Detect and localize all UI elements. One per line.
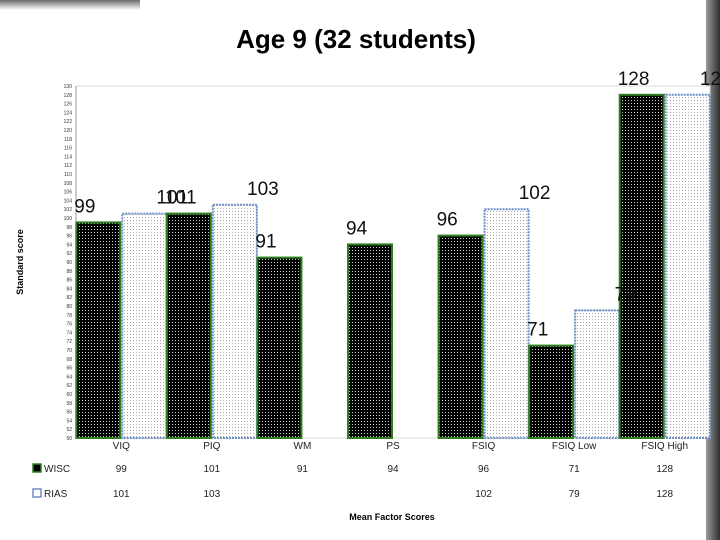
table-cell: 94	[387, 464, 399, 475]
y-tick-label: 52	[66, 427, 72, 433]
y-tick-label: 80	[66, 304, 72, 310]
table-cell: 103	[204, 489, 221, 500]
rias-legend-label: RIAS	[44, 489, 68, 500]
y-tick-label: 60	[66, 392, 72, 398]
table-cell: 71	[569, 464, 581, 475]
rias-value-label: 101	[156, 188, 188, 209]
y-tick-label: 64	[66, 374, 72, 380]
top-edge-shadow	[0, 0, 140, 10]
y-tick-label: 86	[66, 278, 72, 284]
y-axis-ticks: 50 52 54 56 58 60 62 64 66 68 70 72 74 76 78 80 82 84 86 88…	[64, 84, 73, 442]
y-tick-label: 94	[66, 242, 72, 248]
table-cell: 99	[116, 464, 128, 475]
table-cell: 128	[656, 489, 673, 500]
chart-title: Age 9 (32 students)	[236, 24, 476, 54]
rias-bar	[121, 212, 168, 439]
rias-value-label: 79	[615, 284, 636, 305]
y-tick-label: 96	[66, 234, 72, 240]
rias-bar	[664, 93, 711, 440]
category-label: WM	[294, 441, 312, 452]
rias-bar	[574, 309, 621, 439]
wisc-bar	[528, 344, 575, 440]
category-label: FSIQ	[472, 441, 496, 452]
y-tick-label: 62	[66, 383, 72, 389]
y-tick-label: 114	[64, 154, 72, 160]
y-tick-label: 110	[64, 172, 72, 178]
rias-value-label: 103	[247, 179, 279, 200]
x-axis-title: Mean Factor Scores	[349, 512, 435, 522]
y-tick-label: 56	[66, 410, 72, 416]
y-tick-label: 92	[66, 251, 72, 257]
y-tick-label: 130	[64, 84, 73, 90]
table-cell: 79	[569, 489, 581, 500]
y-tick-label: 100	[64, 216, 73, 222]
y-tick-label: 122	[64, 119, 73, 125]
y-tick-label: 120	[64, 128, 73, 134]
table-cell: 101	[204, 464, 221, 475]
table-cell: 101	[113, 489, 130, 500]
rias-value-label: 128	[700, 69, 720, 90]
y-tick-label: 68	[66, 357, 72, 363]
y-tick-label: 108	[64, 181, 73, 187]
data-table: WISC 99 101 91 94 96 71 128 RIAS 101 103 102 79 128	[32, 463, 673, 500]
table-cell: 91	[297, 464, 309, 475]
y-tick-label: 126	[64, 102, 73, 108]
wisc-value-label: 96	[437, 210, 458, 231]
bars-group	[75, 93, 711, 440]
y-tick-label: 118	[64, 137, 72, 143]
wisc-bar	[347, 243, 393, 439]
y-tick-label: 58	[66, 401, 72, 407]
wisc-value-label: 101	[165, 188, 197, 209]
y-tick-label: 112	[64, 163, 72, 169]
y-tick-label: 78	[66, 313, 72, 319]
wisc-bar	[256, 256, 303, 439]
table-cell: 102	[475, 489, 492, 500]
y-tick-label: 50	[66, 436, 72, 442]
rias-legend-key	[32, 488, 42, 498]
y-tick-label: 102	[64, 207, 73, 213]
y-tick-label: 124	[64, 110, 73, 116]
table-cell: 96	[478, 464, 490, 475]
wisc-value-label: 99	[74, 196, 95, 217]
y-tick-label: 98	[66, 225, 72, 231]
category-label: VIQ	[113, 441, 130, 452]
wisc-value-label: 94	[346, 218, 368, 239]
wisc-bar	[75, 221, 122, 439]
rias-value-label: 102	[519, 183, 551, 204]
y-axis-title: Standard score	[15, 229, 25, 295]
wisc-bar	[437, 234, 484, 439]
wisc-bar	[618, 93, 665, 440]
wisc-legend-label: WISC	[44, 464, 70, 475]
wisc-value-label: 71	[527, 320, 548, 341]
y-tick-label: 76	[66, 322, 72, 328]
y-tick-label: 88	[66, 269, 72, 275]
rias-bar	[483, 208, 530, 439]
y-tick-label: 82	[66, 295, 72, 301]
category-label: PIQ	[203, 441, 220, 452]
y-tick-label: 84	[66, 286, 72, 292]
wisc-value-label: 128	[618, 69, 650, 90]
y-tick-label: 116	[64, 146, 72, 152]
y-tick-label: 54	[66, 418, 72, 424]
wisc-legend-key	[32, 463, 42, 473]
wisc-bar	[165, 212, 212, 439]
y-tick-label: 72	[66, 339, 72, 345]
y-tick-label: 104	[64, 198, 73, 204]
y-tick-label: 74	[66, 330, 72, 336]
y-tick-label: 128	[64, 93, 73, 99]
y-tick-label: 70	[66, 348, 72, 354]
y-tick-label: 90	[66, 260, 72, 266]
table-cell: 128	[656, 464, 673, 475]
y-tick-label: 106	[64, 190, 73, 196]
rias-bar	[211, 203, 258, 439]
category-label: PS	[386, 441, 400, 452]
category-labels-group: VIQ PIQ WM PS FSIQ FSIQ Low FSIQ High	[113, 441, 688, 452]
wisc-value-label: 91	[255, 232, 276, 253]
y-tick-label: 66	[66, 366, 72, 372]
category-label: FSIQ Low	[552, 441, 597, 452]
category-label: FSIQ High	[641, 441, 688, 452]
